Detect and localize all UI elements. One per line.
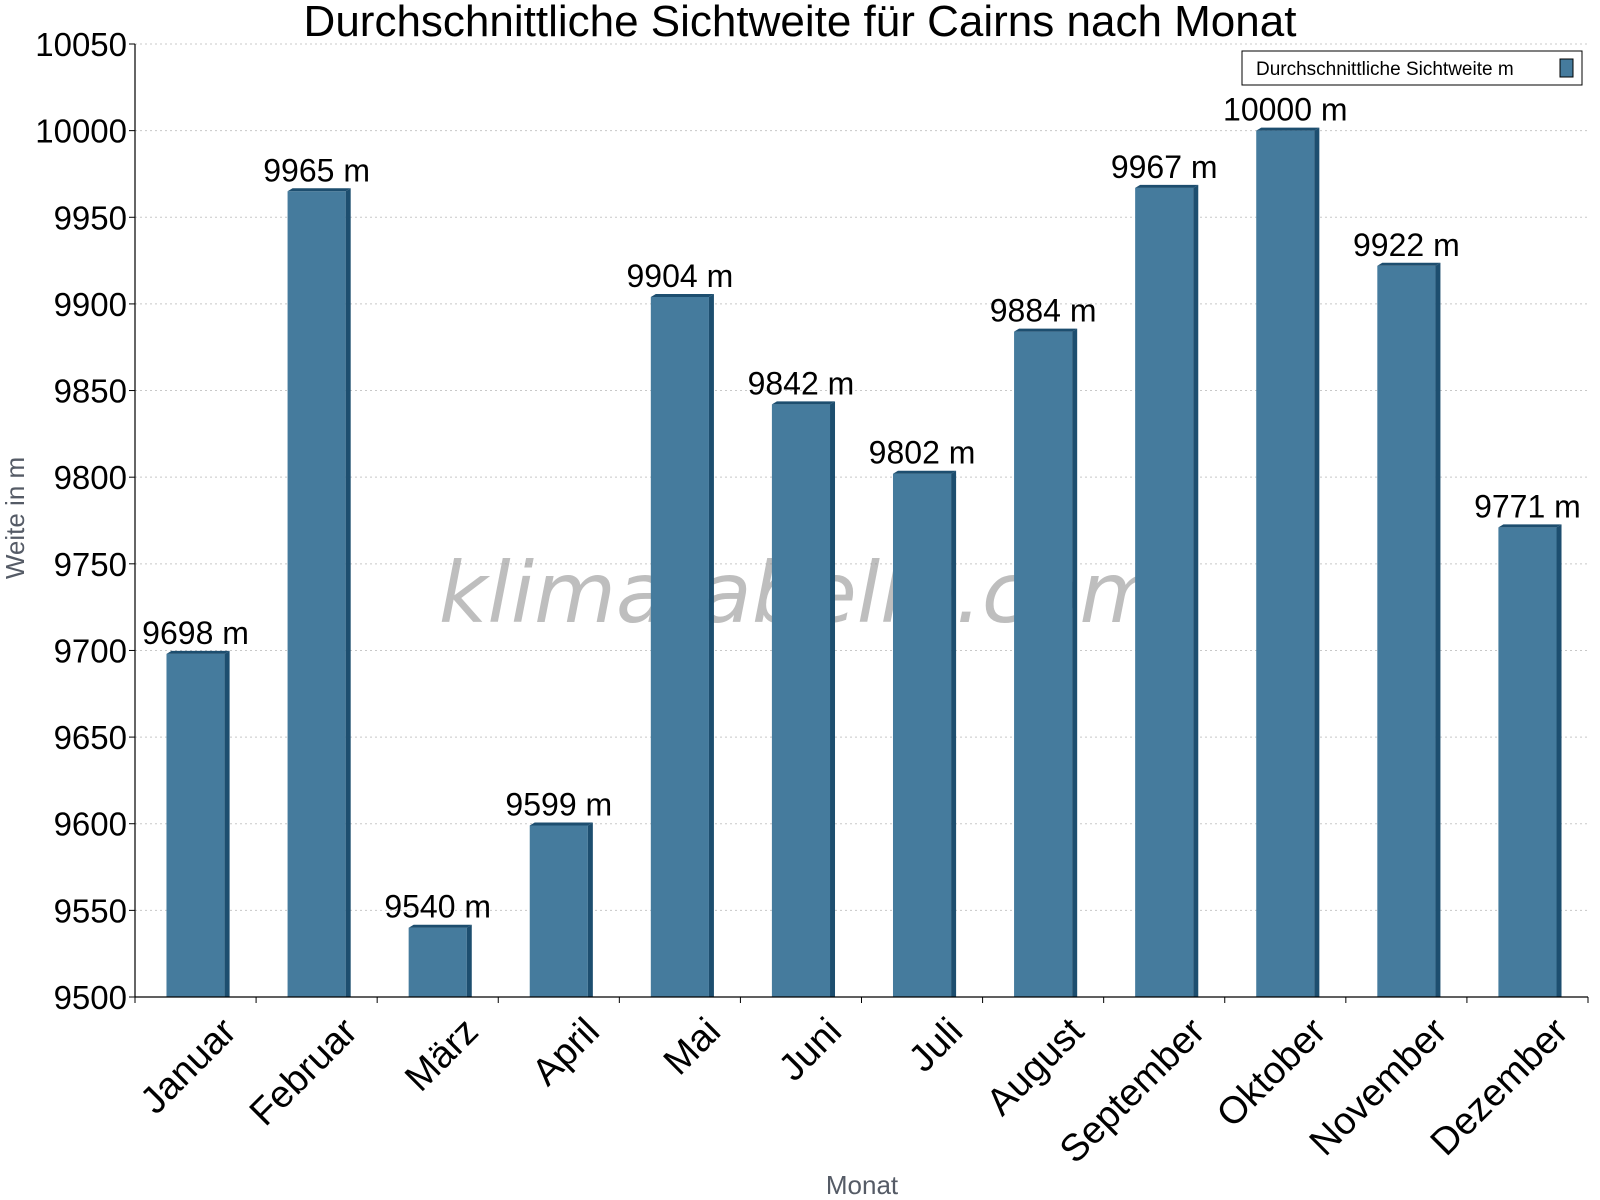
data-label: 9771 m — [1474, 488, 1581, 524]
bar-side — [224, 650, 230, 997]
legend: Durchschnittliche Sichtweite m — [1241, 50, 1583, 86]
bar-top — [892, 470, 957, 474]
bar-side — [1435, 262, 1441, 998]
bar-top — [650, 293, 714, 297]
x-tick-label: Mai — [656, 1010, 729, 1083]
bar-november — [1377, 265, 1436, 998]
bar-januar — [166, 653, 225, 997]
data-label: 9599 m — [505, 786, 612, 822]
bar-februar — [287, 191, 346, 998]
bar-side — [1314, 127, 1320, 998]
bar-side — [1193, 184, 1199, 998]
legend-swatch — [1559, 58, 1574, 78]
bar-juli — [892, 473, 952, 997]
data-label: 9884 m — [990, 293, 1097, 329]
x-tick-label: Juni — [771, 1010, 850, 1089]
bar-top — [287, 188, 351, 192]
bar-top — [1014, 328, 1078, 332]
x-tick-label: April — [524, 1010, 607, 1093]
y-tick-labels: 9500 9550 9600 9650 9700 9750 9800 9850 9900 9950… — [35, 26, 127, 1016]
y-tick-label: 9700 — [54, 632, 127, 669]
bar-top — [1377, 262, 1441, 266]
bar-dezember — [1498, 527, 1557, 997]
y-tick-label: 9850 — [54, 373, 127, 410]
y-axis-label: Weite in m — [0, 457, 30, 579]
x-tick-label: März — [397, 1010, 486, 1099]
bar-august — [1014, 331, 1073, 998]
y-tick-label: 9600 — [54, 806, 127, 843]
legend-label: Durchschnittliche Sichtweite m — [1256, 59, 1514, 80]
x-tick-label: August — [979, 1010, 1093, 1124]
data-label: 10000 m — [1223, 92, 1348, 128]
y-tick-label: 9500 — [54, 979, 127, 1016]
grid — [135, 43, 1588, 911]
y-tick-label: 9950 — [54, 199, 127, 236]
legend-box — [1241, 50, 1583, 86]
bar-side — [951, 470, 957, 997]
bar-juni — [771, 404, 831, 997]
bar-april — [529, 825, 588, 997]
x-tick-label: Juli — [901, 1010, 971, 1080]
data-label: 9802 m — [869, 435, 976, 471]
bar-top — [1498, 524, 1562, 528]
bar-top — [408, 924, 472, 928]
bar-oktober — [1256, 130, 1315, 998]
bar-märz — [408, 927, 467, 997]
data-labels: 9698 m 9965 m 9540 m 9599 m 9904 m 9842 m 9802… — [142, 92, 1581, 925]
axes — [129, 43, 1589, 1003]
y-tick-label: 9750 — [54, 546, 127, 583]
bar-top — [1256, 127, 1320, 131]
y-tick-label: 9650 — [54, 719, 127, 756]
bar-top — [771, 401, 836, 405]
bar-side — [587, 822, 593, 997]
bar-mai — [650, 296, 709, 998]
x-tick-label: Februar — [242, 1010, 366, 1134]
bar-side — [1072, 328, 1078, 998]
data-label: 9967 m — [1111, 149, 1218, 185]
x-axis-label: Monat — [826, 1170, 899, 1200]
data-label: 9698 m — [142, 615, 249, 651]
y-tick-label: 9900 — [54, 286, 127, 323]
bar-side — [1556, 524, 1562, 997]
bar-side — [830, 401, 836, 997]
bar-side — [466, 924, 472, 997]
bar-side — [345, 188, 351, 998]
chart-title: Durchschnittliche Sichtweite für Cairns … — [304, 0, 1297, 46]
x-tick-label: Januar — [133, 1010, 245, 1122]
x-tick-label: Oktober — [1209, 1010, 1335, 1136]
bar-top — [166, 650, 230, 654]
bar-september — [1135, 187, 1194, 998]
data-label: 9904 m — [627, 258, 734, 294]
bars — [166, 127, 1562, 998]
bar-top — [529, 822, 593, 826]
bar-side — [708, 293, 714, 998]
y-tick-label: 9550 — [54, 892, 127, 929]
y-tick-label: 9800 — [54, 459, 127, 496]
data-label: 9965 m — [263, 152, 370, 188]
data-label: 9842 m — [748, 365, 855, 401]
data-label: 9540 m — [384, 889, 491, 925]
y-tick-label: 10000 — [35, 113, 127, 150]
bar-top — [1135, 184, 1199, 188]
data-label: 9922 m — [1353, 227, 1460, 263]
y-tick-label: 10050 — [35, 26, 127, 63]
